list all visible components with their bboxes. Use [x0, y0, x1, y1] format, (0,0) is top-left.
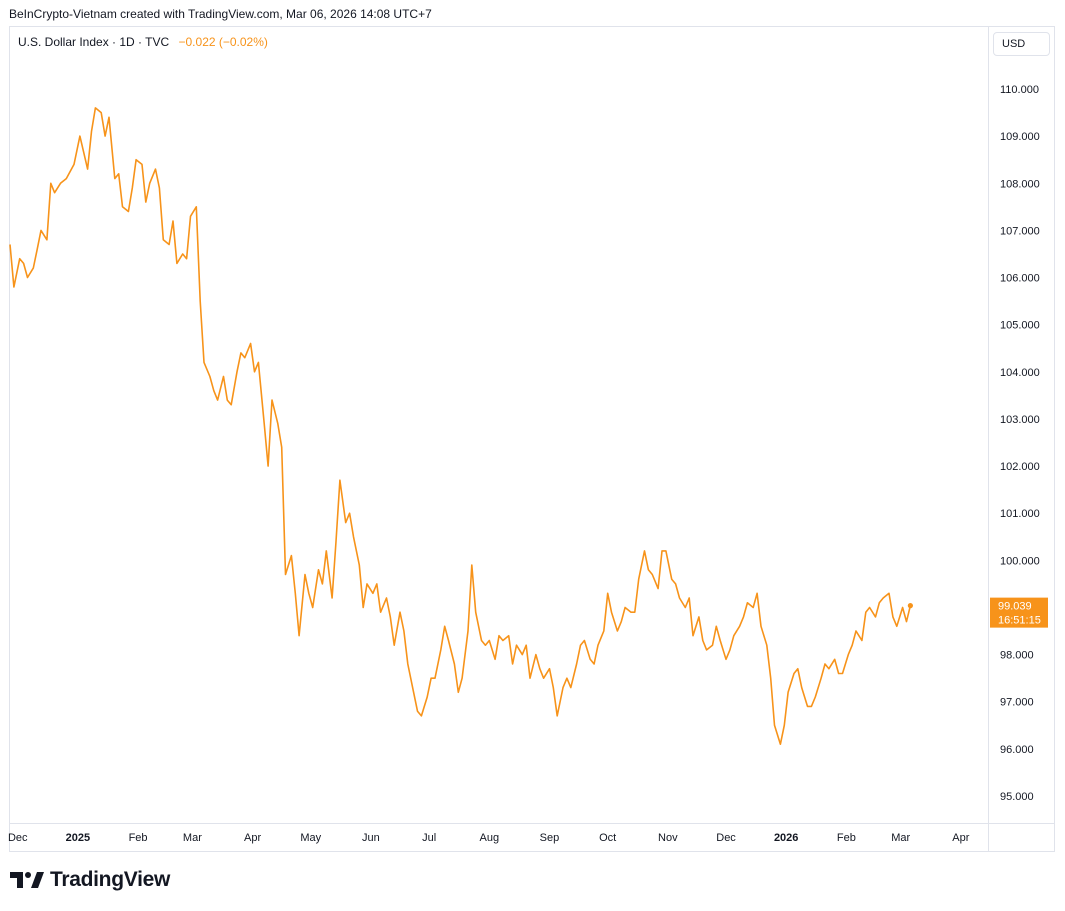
- x-tick-label: Dec: [716, 832, 736, 844]
- x-tick-label: Mar: [183, 832, 202, 844]
- y-tick-label: 102.000: [1000, 461, 1040, 473]
- y-tick-label: 108.000: [1000, 178, 1040, 190]
- y-tick-label: 95.000: [1000, 791, 1034, 803]
- x-tick-label: Apr: [952, 832, 969, 844]
- y-tick-label: 107.000: [1000, 225, 1040, 237]
- x-tick-label: Nov: [658, 832, 678, 844]
- tradingview-logo: TradingView: [10, 868, 170, 892]
- chart-frame: [9, 26, 1055, 852]
- x-tick-label: Sep: [540, 832, 560, 844]
- y-tick-label: 98.000: [1000, 650, 1034, 662]
- x-tick-label: Apr: [244, 832, 261, 844]
- last-price-countdown: 16:51:15: [998, 615, 1041, 627]
- x-tick-label: 2026: [774, 832, 798, 844]
- x-tick-label: Mar: [891, 832, 910, 844]
- currency-button[interactable]: USD: [993, 32, 1050, 56]
- price-change: −0.022 (−0.02%): [178, 35, 268, 49]
- tradingview-logo-icon: [10, 872, 44, 888]
- y-tick-label: 110.000: [1000, 84, 1039, 96]
- y-tick-label: 97.000: [1000, 697, 1034, 709]
- x-tick-label: Feb: [129, 832, 148, 844]
- x-tick-label: May: [300, 832, 321, 844]
- last-price-marker: [907, 603, 913, 609]
- last-price-value: 99.039: [998, 601, 1032, 613]
- symbol-name: U.S. Dollar Index · 1D · TVC: [18, 35, 170, 49]
- y-tick-label: 106.000: [1000, 273, 1040, 285]
- x-tick-label: Feb: [837, 832, 856, 844]
- x-tick-label: Jun: [362, 832, 380, 844]
- chart-credit: BeInCrypto-Vietnam created with TradingV…: [9, 7, 432, 21]
- y-tick-label: 101.000: [1000, 508, 1040, 520]
- tradingview-wordmark: TradingView: [50, 868, 171, 891]
- x-tick-label: Aug: [480, 832, 500, 844]
- y-tick-label: 104.000: [1000, 367, 1040, 379]
- y-tick-label: 96.000: [1000, 744, 1034, 756]
- y-tick-label: 103.000: [1000, 414, 1040, 426]
- x-tick-label: Dec: [8, 832, 28, 844]
- series-line: [9, 107, 912, 745]
- x-tick-label: 2025: [66, 832, 90, 844]
- x-tick-label: Jul: [422, 832, 436, 844]
- y-tick-label: 105.000: [1000, 320, 1040, 332]
- y-tick-label: 109.000: [1000, 131, 1040, 143]
- x-tick-label: Oct: [599, 832, 616, 844]
- last-price-badge: [990, 597, 1048, 628]
- symbol-legend: U.S. Dollar Index · 1D · TVC −0.022 (−0.…: [18, 35, 268, 49]
- y-tick-label: 100.000: [1000, 555, 1040, 567]
